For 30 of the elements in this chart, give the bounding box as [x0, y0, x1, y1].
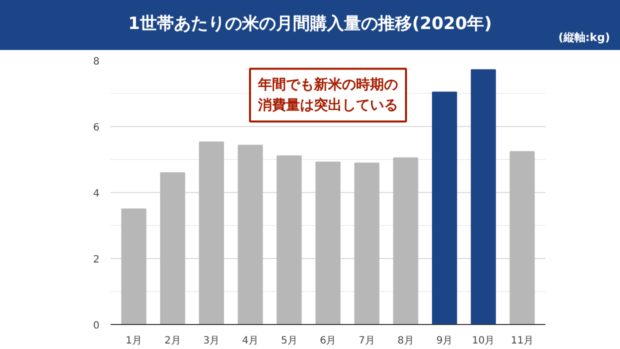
x-tick-label: 9月 — [436, 336, 453, 346]
bar — [470, 69, 496, 324]
y-tick-label: 6 — [93, 122, 100, 134]
bar — [510, 151, 535, 324]
bar — [393, 157, 418, 324]
bar — [198, 142, 224, 324]
bar — [276, 155, 302, 324]
y-tick-label: 4 — [93, 188, 100, 200]
x-tick-label: 10月 — [472, 336, 495, 346]
bar — [432, 92, 458, 324]
bar — [354, 162, 380, 324]
x-tick-label: 5月 — [280, 336, 298, 346]
x-tick-label: 7月 — [358, 336, 376, 346]
y-tick-label: 8 — [93, 56, 100, 68]
x-tick-label: 11月 — [510, 336, 534, 346]
y-tick-label: 0 — [93, 320, 100, 332]
x-tick-label: 8月 — [397, 336, 414, 346]
x-tick-label: 4月 — [242, 336, 259, 346]
bar — [315, 162, 341, 324]
x-tick-label: 6月 — [320, 336, 336, 346]
bar — [121, 208, 146, 324]
y-tick-label: 2 — [93, 254, 100, 266]
x-tick-label: 2月 — [164, 336, 181, 346]
y-axis-title: (縦軸:kg) — [558, 30, 610, 46]
chart-title: 1世帯あたりの米の月間購入量の推移(2020年) — [128, 14, 492, 34]
x-tick-label: 3月 — [203, 336, 220, 346]
bar — [160, 172, 186, 324]
annotation: 年間でも新米の時期の消費量は突出している — [257, 76, 398, 114]
bar — [238, 144, 263, 324]
x-tick-label: 1月 — [126, 336, 142, 346]
